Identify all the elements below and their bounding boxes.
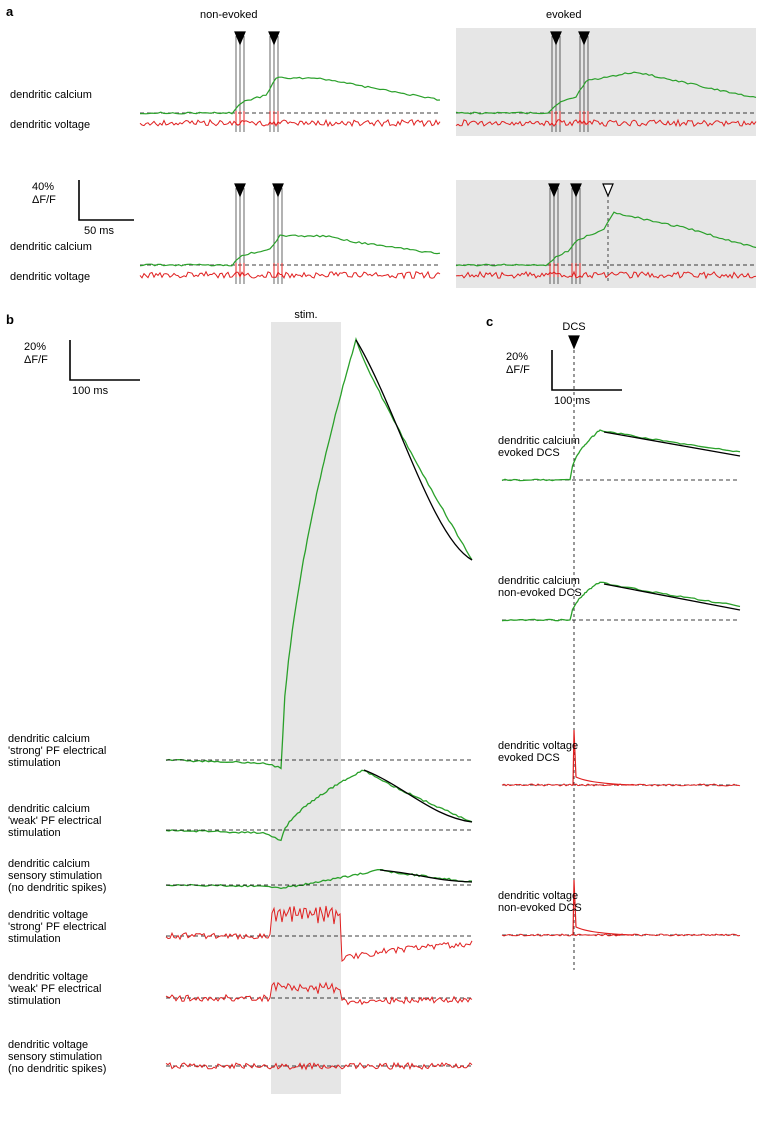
svg-text:dendritic voltagesensory stimu: dendritic voltagesensory stimulation(no … <box>8 1039 106 1075</box>
svg-text:dendritic voltage: dendritic voltage <box>10 271 90 283</box>
svg-text:20%: 20% <box>506 351 528 363</box>
svg-text:50 ms: 50 ms <box>84 225 114 237</box>
svg-text:100 ms: 100 ms <box>554 395 591 407</box>
svg-text:ΔF/F: ΔF/F <box>32 194 56 206</box>
svg-text:non-evoked: non-evoked <box>200 9 258 21</box>
svg-text:dendritic voltage'strong' PF e: dendritic voltage'strong' PF electricals… <box>8 909 106 945</box>
svg-text:40%: 40% <box>32 181 54 193</box>
svg-text:dendritic calcium'weak' PF ele: dendritic calcium'weak' PF electricalsti… <box>8 803 101 839</box>
svg-text:dendritic calcium: dendritic calcium <box>10 241 92 253</box>
svg-text:dendritic calciumsensory stimu: dendritic calciumsensory stimulation(no … <box>8 858 106 894</box>
svg-text:DCS: DCS <box>562 321 585 333</box>
svg-text:dendritic voltagenon-evoked DC: dendritic voltagenon-evoked DCS <box>498 890 582 914</box>
svg-text:ΔF/F: ΔF/F <box>24 354 48 366</box>
svg-text:dendritic calcium'strong' PF e: dendritic calcium'strong' PF electricals… <box>8 733 106 769</box>
svg-text:b: b <box>6 312 14 327</box>
svg-text:evoked: evoked <box>546 9 581 21</box>
svg-text:ΔF/F: ΔF/F <box>506 364 530 376</box>
svg-text:dendritic calciumevoked DCS: dendritic calciumevoked DCS <box>498 435 580 459</box>
svg-text:dendritic voltage: dendritic voltage <box>10 119 90 131</box>
svg-text:stim.: stim. <box>294 309 317 321</box>
svg-text:dendritic calcium: dendritic calcium <box>10 89 92 101</box>
svg-text:100 ms: 100 ms <box>72 385 109 397</box>
svg-text:20%: 20% <box>24 341 46 353</box>
svg-text:dendritic voltage'weak' PF ele: dendritic voltage'weak' PF electricalsti… <box>8 971 101 1007</box>
svg-text:dendritic voltageevoked DCS: dendritic voltageevoked DCS <box>498 740 578 764</box>
svg-text:c: c <box>486 314 493 329</box>
svg-text:dendritic calciumnon-evoked DC: dendritic calciumnon-evoked DCS <box>498 575 582 599</box>
svg-text:a: a <box>6 4 14 19</box>
